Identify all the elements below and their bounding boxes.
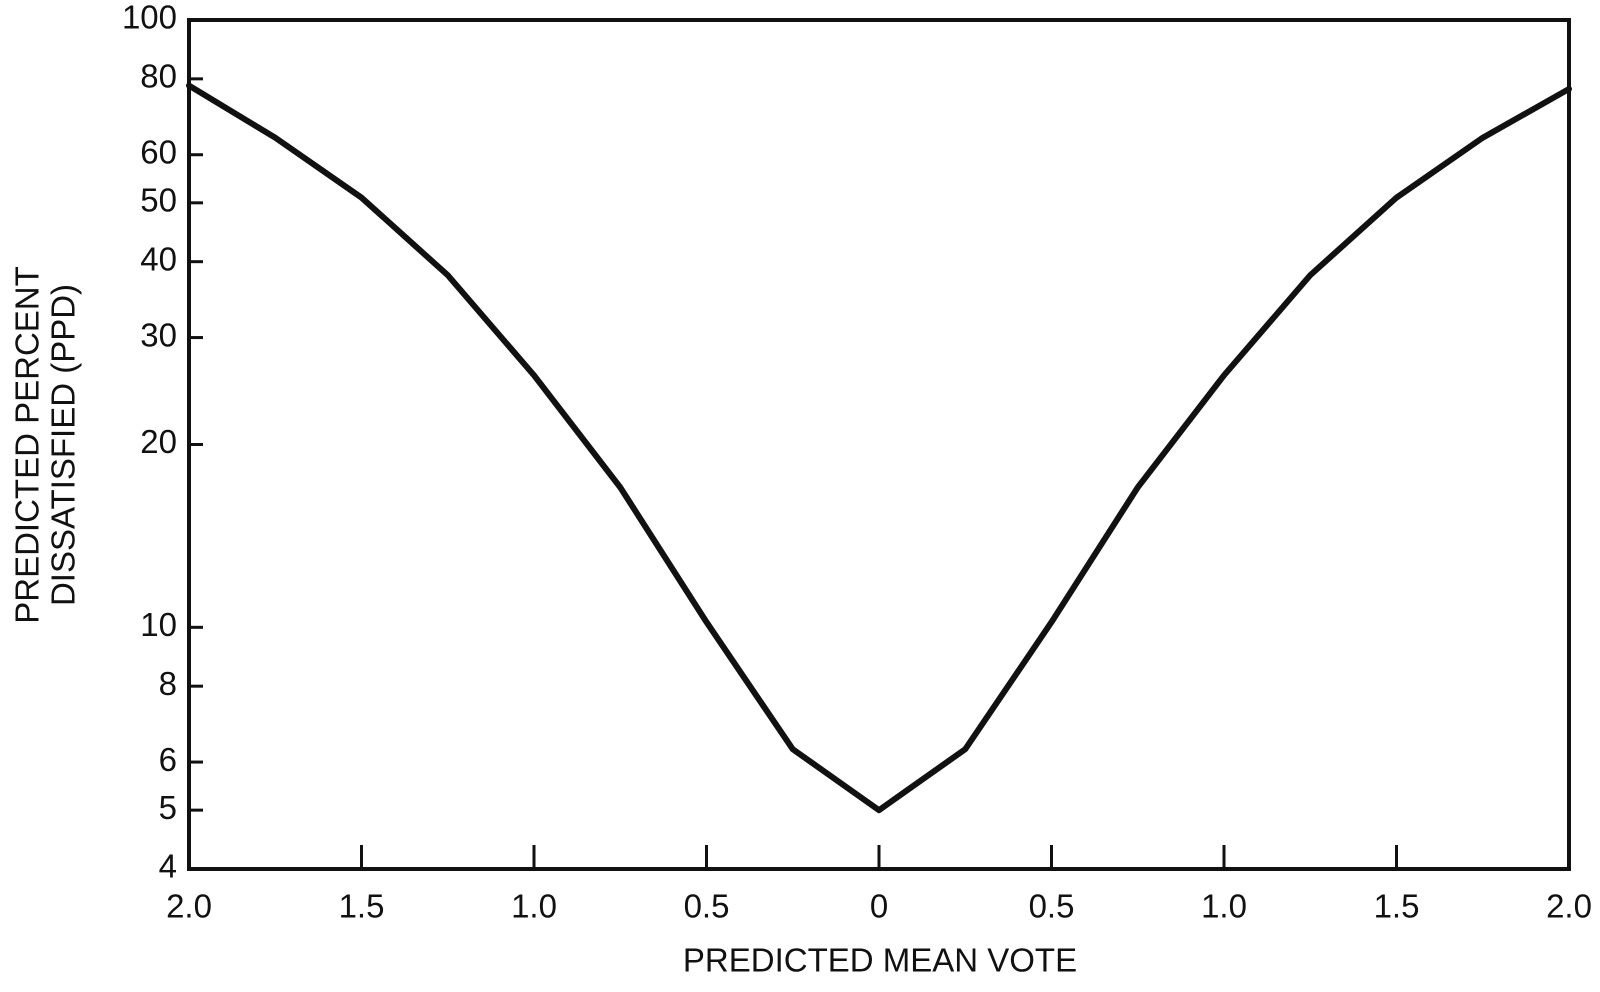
y-tick-label: 8 xyxy=(159,665,177,702)
y-tick-label: 60 xyxy=(140,133,177,170)
x-tick-label: 2.0 xyxy=(1546,888,1592,925)
x-tick-label: 0 xyxy=(870,888,888,925)
y-axis-label: PREDICTED PERCENT DISSATISFIED (PPD) xyxy=(9,266,82,624)
y-axis-label-line: DISSATISFIED (PPD) xyxy=(45,284,82,606)
y-tick-label: 20 xyxy=(140,423,177,460)
y-tick-label: 100 xyxy=(122,0,177,36)
x-tick-label: 0.5 xyxy=(1029,888,1075,925)
x-tick-label: 1.0 xyxy=(1201,888,1247,925)
x-tick-label: 1.0 xyxy=(511,888,557,925)
y-tick-label: 5 xyxy=(159,789,177,826)
x-tick-label: 1.5 xyxy=(1374,888,1420,925)
plot-frame xyxy=(187,18,1571,871)
x-axis-label: PREDICTED MEAN VOTE xyxy=(683,942,1077,979)
ppd-curve xyxy=(186,82,1572,814)
y-tick-label: 80 xyxy=(140,58,177,95)
y-tick-label: 10 xyxy=(140,606,177,643)
y-tick-label: 4 xyxy=(159,848,177,885)
y-axis-label-line: PREDICTED PERCENT xyxy=(9,266,46,624)
y-tick-label: 40 xyxy=(140,240,177,277)
y-tick-label: 50 xyxy=(140,182,177,219)
x-tick-label: 0.5 xyxy=(684,888,730,925)
y-tick-label: 6 xyxy=(159,741,177,778)
y-tick-label: 30 xyxy=(140,316,177,353)
x-tick-label: 2.0 xyxy=(166,888,212,925)
x-tick-label: 1.5 xyxy=(339,888,385,925)
